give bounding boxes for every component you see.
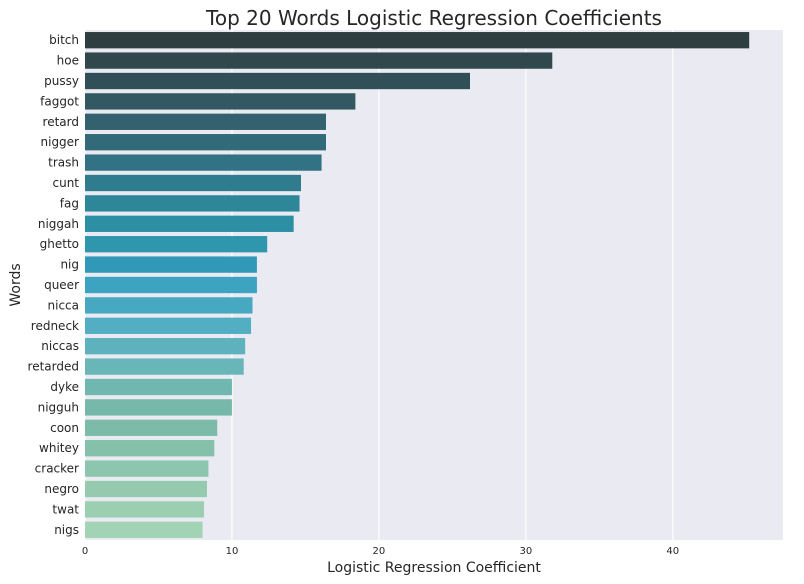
x-tick-label: 10 [226,546,239,557]
bar-retard [85,113,326,130]
x-axis-label: Logistic Regression Coefficient [327,560,541,576]
y-tick-label: retard [43,115,79,129]
y-axis-label: Words [8,263,24,306]
bar-pussy [85,72,471,90]
bar-nicca [85,297,253,314]
y-tick-label: retarded [28,360,79,374]
y-tick-label: bitch [49,33,79,47]
y-tick-label: queer [44,278,79,292]
y-tick-label: negro [44,482,79,496]
y-tick-label: coon [50,421,79,435]
y-tick-label: nig [60,258,79,272]
x-tick-label: 20 [373,546,386,557]
bar-fag [85,195,300,212]
y-tick-label: niccas [41,339,79,353]
bar-nigs [85,521,203,538]
y-tick-label: whitey [39,441,79,455]
y-tick-label: nigger [41,135,80,149]
y-tick-label: nigs [54,523,79,537]
y-tick-label: twat [52,502,79,516]
bar-queer [85,276,257,294]
y-tick-label: cracker [35,462,79,476]
y-tick-label: pussy [44,74,79,88]
y-tick-label: cunt [52,176,79,190]
bar-twat [85,501,205,518]
bar-cunt [85,174,302,192]
bar-nig [85,256,257,273]
bar-negro [85,480,207,498]
bars [85,32,750,538]
y-tick-label: faggot [40,94,79,108]
y-tick-label: redneck [31,319,79,333]
chart-title: Top 20 Words Logistic Regression Coeffic… [205,6,662,30]
bar-nigger [85,134,326,151]
bar-redneck [85,317,252,334]
bar-dyke [85,378,232,396]
bar-niccas [85,338,246,355]
bar-hoe [85,52,553,69]
y-tick-label: niggah [38,217,79,231]
y-tick-label: nigguh [38,400,79,414]
bar-faggot [85,93,356,110]
bar-bitch [85,32,750,49]
bar-coon [85,419,218,436]
x-tick-label: 0 [82,546,88,557]
y-tick-label: dyke [50,380,79,394]
y-tick-labels: bitch hoe pussy faggot retard nigger trash cunt… [28,33,80,537]
bar-whitey [85,440,215,457]
bar-trash [85,154,322,171]
y-tick-label: fag [60,196,79,210]
y-tick-label: trash [48,156,79,170]
bar-cracker [85,460,209,477]
bar-ghetto [85,236,268,253]
y-tick-label: hoe [57,54,79,68]
bar-niggah [85,215,294,232]
x-tick-labels: 0 10 20 30 40 [82,546,679,557]
x-tick-label: 30 [519,546,532,557]
y-tick-label: nicca [48,298,80,312]
bar-nigguh [85,399,232,416]
x-tick-label: 40 [666,546,679,557]
bar-retarded [85,358,244,375]
y-tick-label: ghetto [40,237,79,251]
